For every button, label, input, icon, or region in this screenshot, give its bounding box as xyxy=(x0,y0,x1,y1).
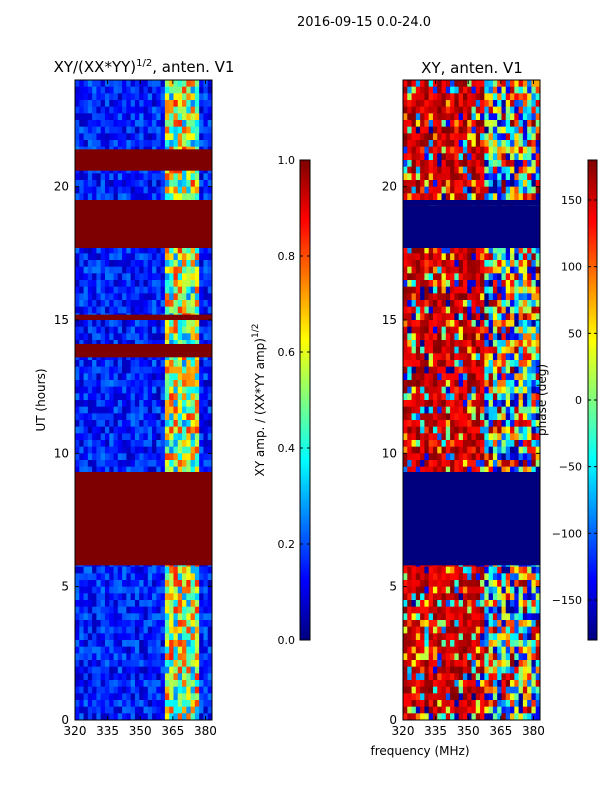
colorbar2-tick-label: 150 xyxy=(561,194,582,207)
panel1-ytick-label: 15 xyxy=(54,313,69,327)
panel2-xtick-label: 365 xyxy=(489,724,512,738)
figure-xlabel: frequency (MHz) xyxy=(370,744,469,758)
colorbar1-tick-label: 0.6 xyxy=(278,346,296,359)
colorbar1-tick-label: 0.8 xyxy=(278,250,296,263)
colorbar2-label: phase (deg) xyxy=(535,364,549,436)
panel1-xtick-label: 335 xyxy=(96,724,119,738)
colorbar1-tick-label: 0.2 xyxy=(278,538,296,551)
panel1-title: XY/(XX*YY)1/2, anten. V1 xyxy=(54,58,235,76)
panel2-ytick-label: 10 xyxy=(382,446,397,460)
panel2-xtick-label: 380 xyxy=(522,724,545,738)
colorbar1-tick-label: 0.4 xyxy=(278,442,296,455)
colorbar2-tick-label: 100 xyxy=(561,261,582,274)
panel2-ytick-label: 20 xyxy=(382,180,397,194)
figure-title: 2016-09-15 0.0-24.0 xyxy=(297,15,431,30)
colorbar1-label: XY amp. / (XX*YY amp)1/2 xyxy=(251,324,267,477)
panel1-heatmap xyxy=(75,80,213,721)
panel2-ytick-label: 0 xyxy=(389,713,397,727)
colorbar2-tick-label: −150 xyxy=(552,594,582,607)
panel1-ytick-label: 5 xyxy=(61,580,69,594)
colorbar1-label-exponent: 1/2 xyxy=(251,324,261,338)
panel1-xtick-label: 350 xyxy=(129,724,152,738)
panel2-ytick-label: 15 xyxy=(382,313,397,327)
panel2-title: XY, anten. V1 xyxy=(421,59,523,77)
panel1-ytick-label: 0 xyxy=(61,713,69,727)
panel1-title-exponent: 1/2 xyxy=(136,58,152,69)
colorbar1-tick-label: 1.0 xyxy=(278,154,296,167)
colorbar2-tick-label: −100 xyxy=(552,527,582,540)
colorbar2-tick-label: −50 xyxy=(559,461,582,474)
panel2-xtick-label: 350 xyxy=(457,724,480,738)
panel2-ytick-label: 5 xyxy=(389,580,397,594)
panel1-ytick-label: 10 xyxy=(54,446,69,460)
colorbar2-tick-label: 0 xyxy=(575,394,582,407)
panel2-xtick-label: 335 xyxy=(424,724,447,738)
panel1-ytick-label: 20 xyxy=(54,180,69,194)
panel1-ylabel: UT (hours) xyxy=(34,368,48,431)
panel2-heatmap xyxy=(403,80,541,721)
colorbar2-tick-label: 50 xyxy=(568,327,582,340)
panel1-xtick-label: 380 xyxy=(194,724,217,738)
colorbar1-tick-label: 0.0 xyxy=(278,634,296,647)
colorbar1 xyxy=(300,160,310,640)
panel1-xtick-label: 365 xyxy=(161,724,184,738)
